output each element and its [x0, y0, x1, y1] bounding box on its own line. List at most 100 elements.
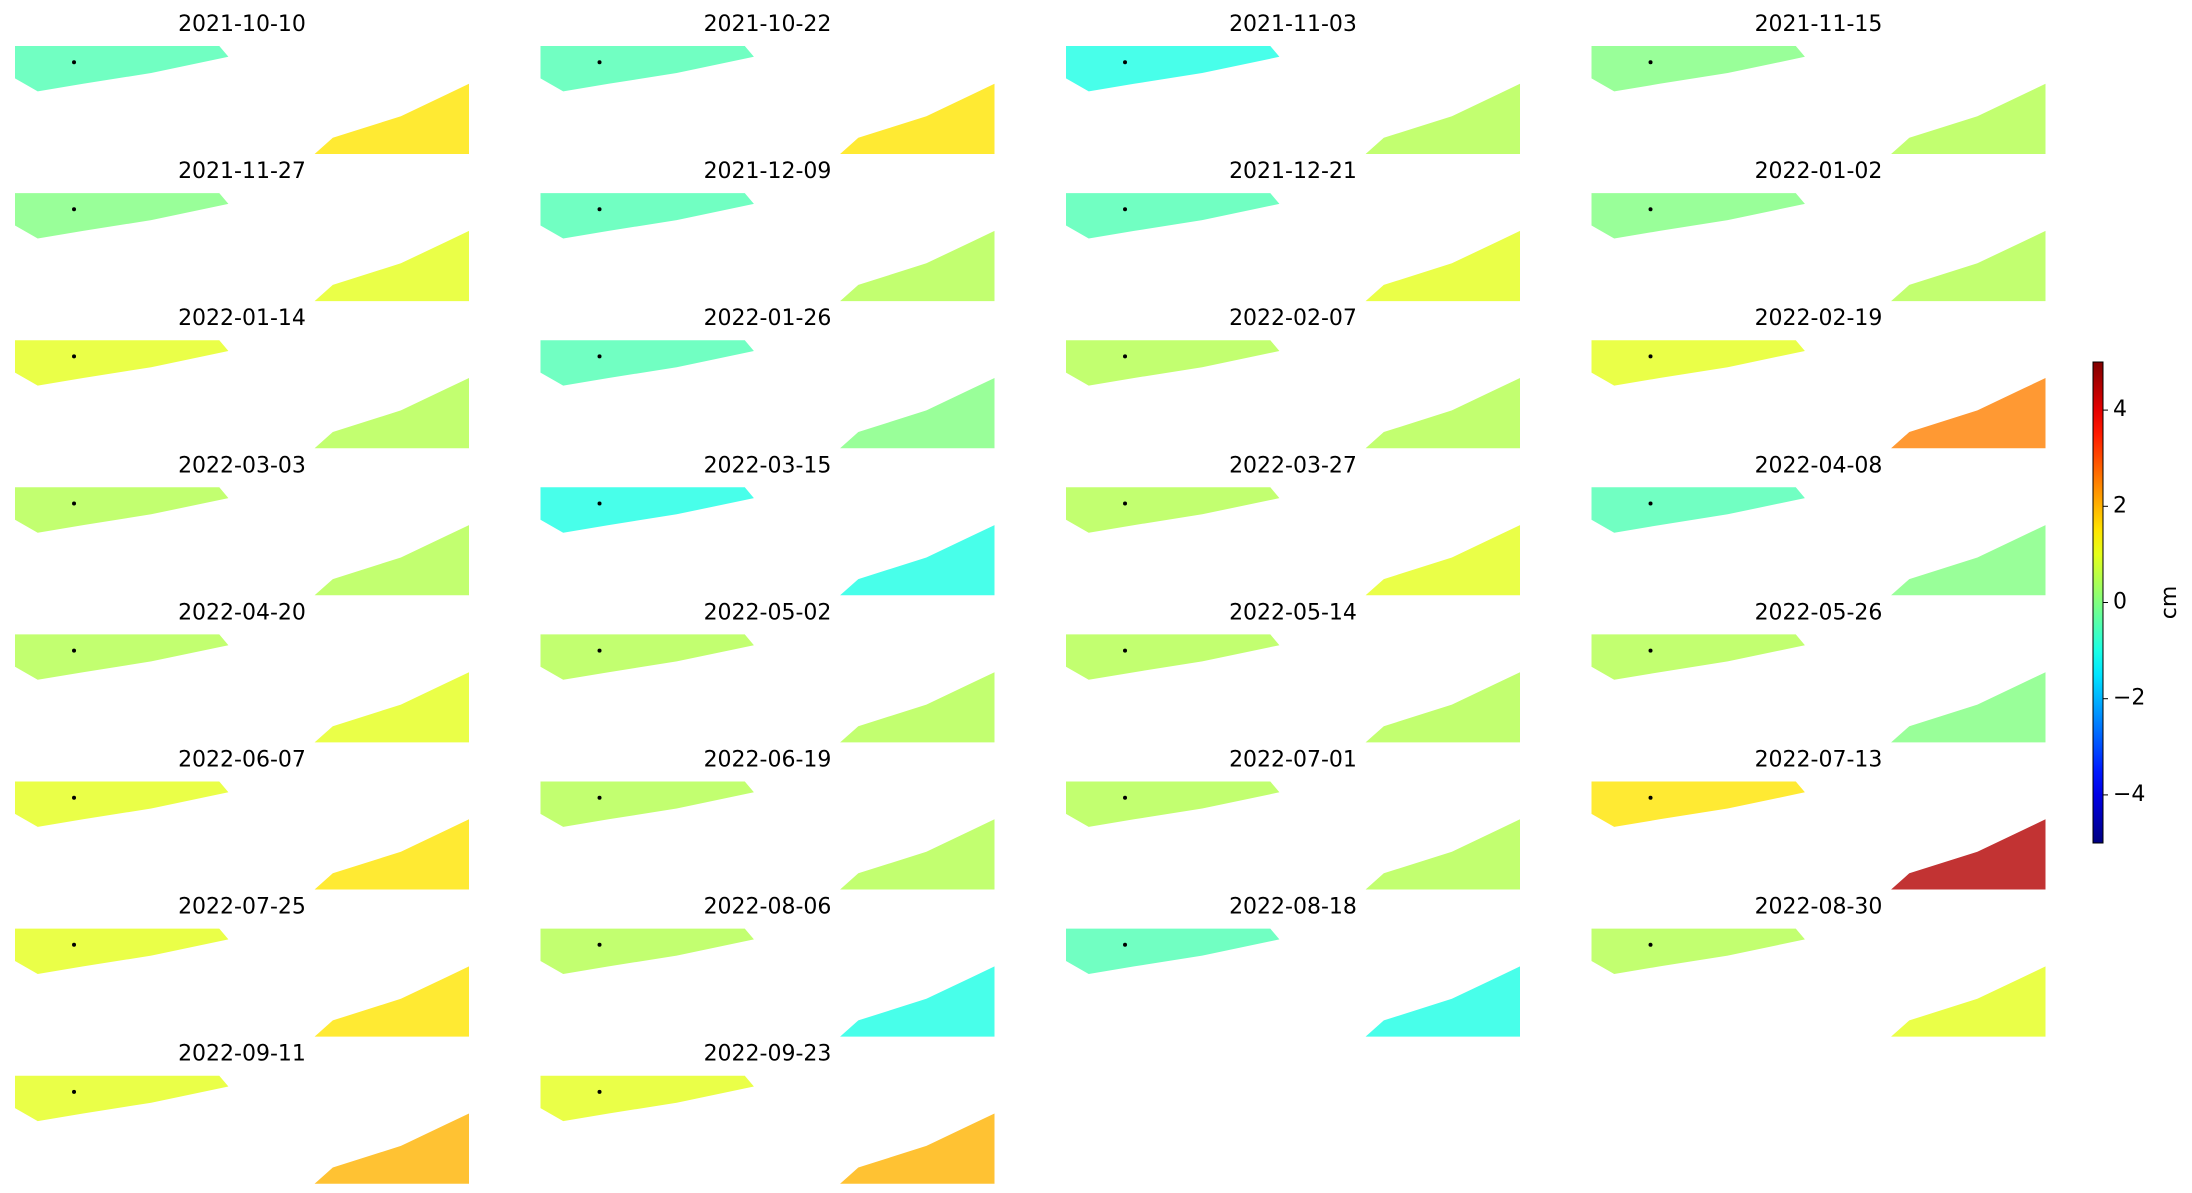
panel-title: 2022-05-02	[704, 600, 832, 625]
reference-point	[1123, 207, 1128, 212]
displacement-region	[840, 1113, 995, 1184]
displacement-region	[15, 634, 229, 680]
panel-title: 2022-09-23	[704, 1042, 832, 1067]
displacement-region	[840, 966, 995, 1037]
displacement-region	[15, 46, 229, 92]
panel-title: 2022-08-18	[1229, 895, 1357, 920]
displacement-region	[314, 230, 469, 302]
displacement-region	[840, 230, 995, 302]
displacement-region	[1891, 230, 2046, 302]
displacement-region	[1891, 525, 2046, 596]
panel-title: 2022-05-26	[1755, 600, 1883, 625]
panel-title: 2021-11-15	[1755, 12, 1883, 37]
reference-point	[597, 648, 602, 653]
colorbar-label: cm	[2157, 586, 2182, 620]
panel-title: 2022-01-02	[1755, 159, 1883, 184]
displacement-region	[540, 928, 754, 974]
reference-point	[1648, 207, 1653, 212]
reference-point	[72, 501, 77, 506]
reference-point	[1648, 60, 1653, 65]
panel-title: 2022-05-14	[1229, 600, 1357, 625]
displacement-region	[15, 340, 229, 386]
displacement-region	[1066, 487, 1280, 533]
displacement-region	[314, 819, 469, 890]
displacement-region	[314, 672, 469, 743]
displacement-region	[314, 83, 469, 154]
displacement-region	[540, 634, 754, 680]
panel-title: 2021-10-22	[704, 12, 832, 37]
displacement-region	[1891, 83, 2046, 154]
displacement-region	[540, 340, 754, 386]
panel-title: 2022-08-06	[704, 895, 832, 920]
panel-title: 2022-09-11	[178, 1042, 306, 1067]
panel-title: 2021-12-09	[704, 159, 832, 184]
reference-point	[1123, 501, 1128, 506]
displacement-region	[540, 46, 754, 92]
displacement-region	[1591, 487, 1805, 533]
displacement-region	[1591, 781, 1805, 827]
displacement-region	[1066, 781, 1280, 827]
panel-title: 2022-07-13	[1755, 748, 1883, 773]
panel-title: 2022-01-14	[178, 306, 306, 331]
displacement-region	[540, 487, 754, 533]
displacement-region	[1066, 46, 1280, 92]
displacement-region	[314, 1113, 469, 1184]
displacement-region	[1591, 193, 1805, 239]
reference-point	[1123, 942, 1128, 947]
panel-title: 2022-02-19	[1755, 306, 1883, 331]
displacement-region	[540, 781, 754, 827]
panel-title: 2022-07-01	[1229, 748, 1357, 773]
reference-point	[72, 795, 77, 800]
displacement-region	[15, 1075, 229, 1122]
reference-point	[72, 60, 77, 65]
panel-title: 2022-01-26	[704, 306, 832, 331]
displacement-region	[1365, 83, 1520, 154]
panel-title: 2022-04-08	[1755, 453, 1883, 478]
displacement-region	[314, 525, 469, 596]
displacement-region	[1066, 634, 1280, 680]
reference-point	[72, 942, 77, 947]
reference-point	[597, 354, 602, 359]
displacement-region	[840, 819, 995, 890]
colorbar-tick-label: 4	[2113, 397, 2127, 422]
reference-point	[1648, 501, 1653, 506]
displacement-region	[540, 1075, 754, 1122]
reference-point	[597, 207, 602, 212]
displacement-region	[840, 378, 995, 449]
panel-title: 2022-02-07	[1229, 306, 1357, 331]
reference-point	[72, 207, 77, 212]
displacement-region	[1066, 193, 1280, 239]
displacement-region	[15, 193, 229, 239]
panel-title: 2022-08-30	[1755, 895, 1883, 920]
reference-point	[1123, 795, 1128, 800]
panel-title: 2022-07-25	[178, 895, 306, 920]
displacement-region	[1891, 966, 2046, 1037]
displacement-region	[1591, 634, 1805, 680]
displacement-region	[840, 83, 995, 154]
reference-point	[72, 354, 77, 359]
reference-point	[72, 1089, 77, 1094]
colorbar-tick-label: 2	[2113, 493, 2127, 518]
displacement-region	[1891, 819, 2046, 890]
panel-title: 2021-11-03	[1229, 12, 1357, 37]
displacement-region	[840, 525, 995, 596]
displacement-region	[540, 193, 754, 239]
reference-point	[597, 60, 602, 65]
panel-title: 2022-06-19	[704, 748, 832, 773]
displacement-region	[15, 781, 229, 827]
panel-title: 2021-10-10	[178, 12, 306, 37]
reference-point	[1123, 354, 1128, 359]
displacement-region	[840, 672, 995, 743]
panel-title: 2022-03-27	[1229, 453, 1357, 478]
displacement-region	[314, 966, 469, 1037]
displacement-region	[15, 928, 229, 974]
displacement-region	[1891, 672, 2046, 743]
reference-point	[1123, 60, 1128, 65]
panel-title: 2021-11-27	[178, 159, 306, 184]
displacement-region	[1591, 340, 1805, 386]
panel-title: 2021-12-21	[1229, 159, 1357, 184]
displacement-region	[1365, 230, 1520, 302]
reference-point	[1123, 648, 1128, 653]
colorbar-tick-label: 0	[2113, 590, 2127, 615]
